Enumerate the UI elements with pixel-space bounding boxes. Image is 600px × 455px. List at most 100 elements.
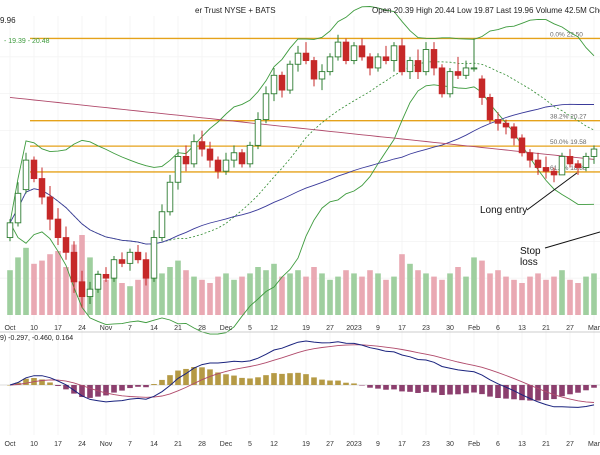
macd-histogram-bar (151, 384, 157, 385)
candle-body (382, 56, 390, 62)
x-tick-label-macd: 13 (518, 441, 526, 448)
volume-bar (471, 257, 477, 315)
volume-bar (95, 273, 101, 315)
x-tick-label-macd: Oct (5, 441, 16, 448)
x-tick-label-price: 24 (78, 325, 86, 332)
volume-bar (223, 273, 229, 315)
macd-histogram-bar (383, 385, 389, 390)
x-tick-label-macd: 21 (542, 441, 550, 448)
volume-bar (559, 270, 565, 315)
x-tick-label-macd: 28 (198, 441, 206, 448)
volume-bar (343, 270, 349, 315)
volume-bar (327, 279, 333, 315)
candle-body (310, 60, 318, 80)
macd-histogram-bar (135, 385, 141, 387)
candle-body (430, 49, 438, 69)
volume-bar (511, 279, 517, 315)
x-tick-label-macd: 23 (422, 441, 430, 448)
volume-bar (455, 267, 461, 315)
bollinger-lower (9, 84, 595, 335)
volume-bar (31, 263, 37, 315)
macd-histogram-bar (159, 379, 165, 385)
x-tick-label-macd: 17 (54, 441, 62, 448)
x-tick-label-price: 23 (422, 325, 430, 332)
candle-body (134, 251, 142, 261)
candle-body (590, 148, 598, 157)
volume-bar (359, 276, 365, 315)
candle-body (254, 119, 262, 146)
volume-bar (399, 254, 405, 315)
volume-bar (415, 270, 421, 315)
fib-level-label: 0.0% 22.50 (550, 31, 583, 38)
macd-histogram-bar (199, 367, 205, 385)
candle-body (542, 167, 550, 172)
candle-body (478, 78, 486, 98)
volume-bar (519, 283, 525, 315)
stop-loss-label-line1: Stop (520, 246, 541, 257)
x-tick-label-macd: 21 (174, 441, 182, 448)
macd-histogram-bar (559, 385, 565, 397)
long-entry-label: Long entry (480, 205, 527, 216)
macd-histogram-bar (119, 385, 125, 391)
volume-bar (15, 257, 21, 315)
x-tick-label-price: 28 (198, 325, 206, 332)
macd-histogram-bar (583, 385, 589, 391)
candle-body (558, 155, 566, 176)
macd-histogram-bar (415, 385, 421, 393)
candle-body (102, 273, 110, 279)
candle-body (534, 159, 542, 168)
candle-body (278, 74, 286, 91)
x-tick-label-price: Nov (100, 325, 113, 332)
macd-histogram-bar (103, 385, 109, 396)
volume-bar (503, 276, 509, 315)
x-tick-label-macd: 27 (566, 441, 574, 448)
macd-histogram-bar (391, 385, 397, 390)
x-tick-label-price: Oct (5, 325, 16, 332)
volume-bar (247, 273, 253, 315)
candle-body (22, 159, 30, 191)
candle-body (62, 237, 70, 253)
macd-histogram-bar (287, 373, 293, 385)
volume-bar (263, 270, 269, 315)
macd-histogram-bar (455, 385, 461, 395)
volume-bar (479, 260, 485, 315)
x-tick-label-price: Mar (588, 325, 600, 332)
macd-histogram-bar (535, 385, 541, 401)
candle-body (198, 141, 206, 150)
macd-histogram-bar (423, 385, 429, 392)
candle-body (574, 163, 582, 168)
macd-histogram-bar (551, 385, 557, 400)
macd-label: 9) -0.297, -0.460, 0.164 (0, 335, 73, 342)
candle-body (230, 152, 238, 161)
last-price-label: 9.96 (0, 16, 16, 25)
volume-bar (535, 273, 541, 315)
macd-histogram-bar (431, 385, 437, 393)
candle-body (502, 122, 510, 128)
volume-bar (527, 276, 533, 315)
candle-body (78, 281, 86, 298)
macd-histogram-bar (495, 385, 501, 399)
candle-body (326, 56, 334, 73)
x-tick-label-macd: 30 (446, 441, 454, 448)
candle-body (446, 71, 454, 95)
price-panel: 0.0% 22.50 38.2% 20.27 50.0% 19.58 61.8% 18… (6, 6, 600, 335)
macd-histogram-bar (511, 385, 517, 400)
candle-body (214, 159, 222, 172)
candle-body (30, 159, 38, 180)
macd-histogram-bar (471, 385, 477, 393)
candle-body (94, 273, 102, 290)
candle-body (38, 178, 46, 198)
candle-body (566, 155, 574, 165)
candle-body (318, 71, 326, 80)
x-tick-label-price: Feb (468, 325, 480, 332)
volume-bar (199, 279, 205, 315)
volume-bar (495, 270, 501, 315)
volume-bar (583, 276, 589, 315)
macd-histogram-bar (343, 382, 349, 385)
volume-bar (487, 273, 493, 315)
candle-body (366, 56, 374, 69)
candle-body (126, 251, 134, 264)
volume-bar (463, 276, 469, 315)
x-tick-label-price: 10 (30, 325, 38, 332)
